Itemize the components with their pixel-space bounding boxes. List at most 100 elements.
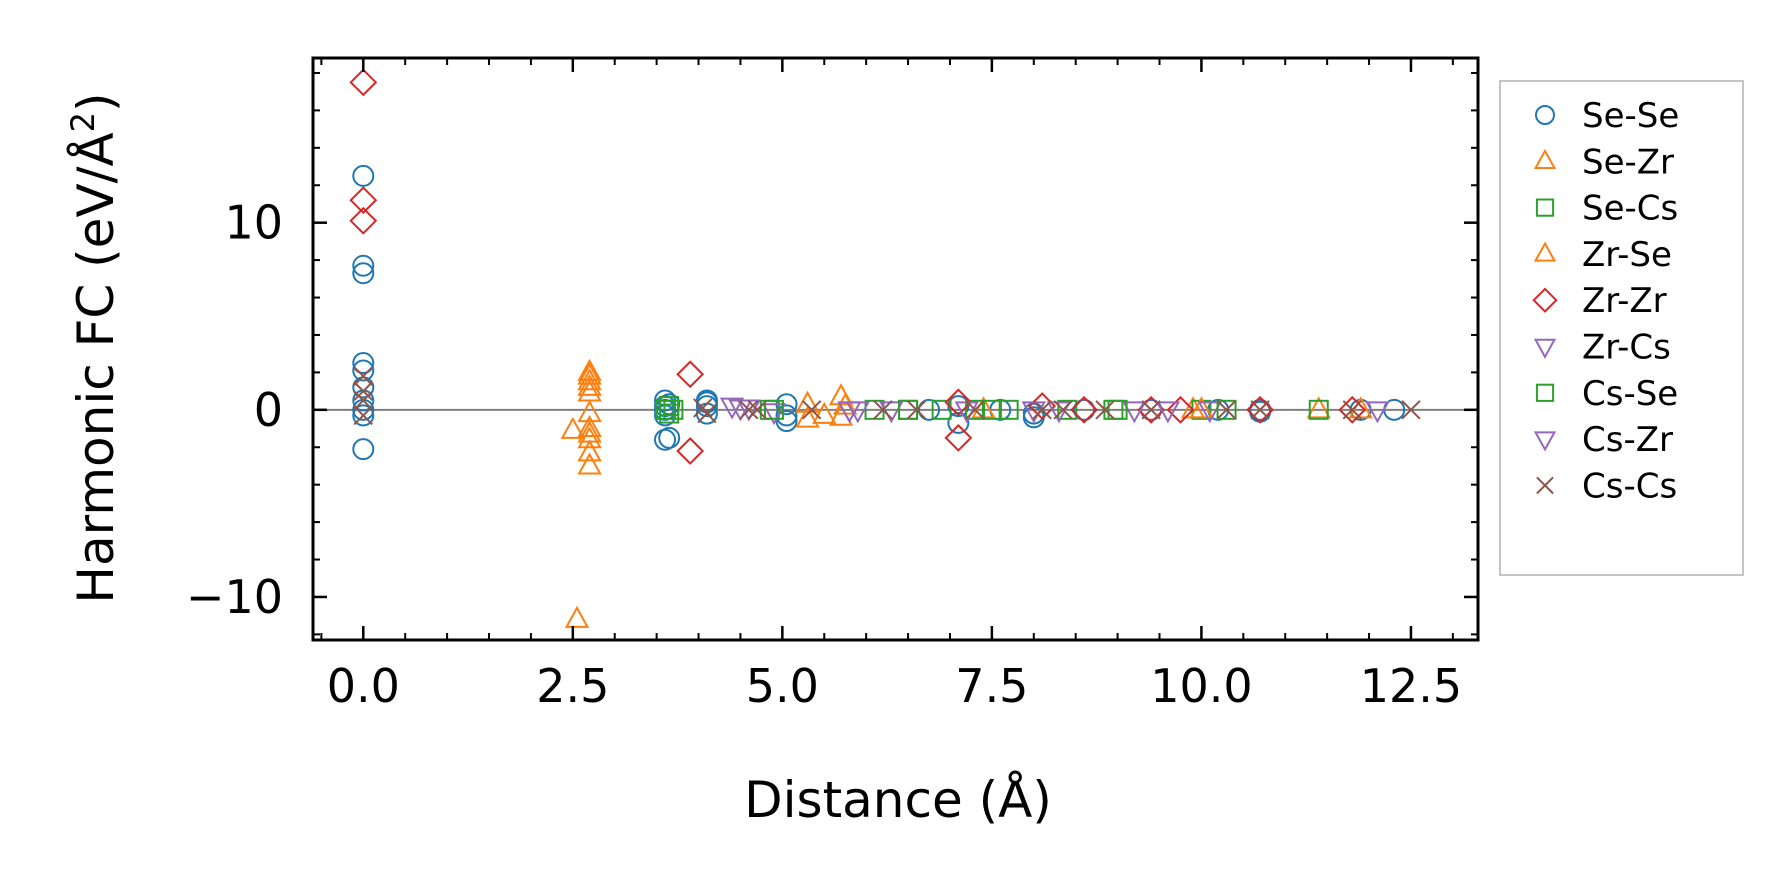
legend-marker-zr-cs: [1533, 338, 1557, 359]
legend-entry-zr-se: Zr-Se: [1533, 235, 1672, 275]
point-se-zr: [795, 405, 820, 428]
legend-label-zr-cs: Zr-Cs: [1582, 328, 1671, 368]
point-cs-cs: [1032, 400, 1052, 420]
point-cs-cs: [1250, 400, 1270, 420]
point-cs-cs: [353, 405, 373, 426]
legend-marker-se-se: [1535, 105, 1555, 125]
point-cs-zr: [1155, 401, 1181, 424]
point-cs-zr: [845, 401, 870, 424]
point-se-zr: [1306, 396, 1331, 419]
point-cs-cs: [1216, 400, 1237, 420]
legend-label-se-se: Se-Se: [1582, 96, 1679, 136]
point-se-se: [352, 262, 375, 285]
legend-marker-cs-zr: [1533, 431, 1557, 452]
point-zr-se: [560, 416, 586, 439]
point-cs-se: [763, 399, 784, 420]
legend-entry-cs-se: Cs-Se: [1535, 374, 1678, 414]
y-tick-label: 10: [224, 196, 283, 250]
point-zr-zr: [349, 68, 378, 97]
point-se-cs: [998, 399, 1019, 420]
point-cs-cs: [747, 400, 767, 420]
point-cs-cs: [1401, 400, 1421, 420]
point-se-se: [658, 426, 681, 449]
point-zr-zr: [349, 186, 378, 215]
legend-entry-se-zr: Se-Zr: [1533, 142, 1674, 182]
point-zr-cs: [1197, 401, 1222, 424]
y-tick-label: −10: [186, 570, 283, 624]
point-se-zr: [564, 605, 590, 628]
x-axis-label: Distance (Å): [744, 771, 1052, 829]
legend-entry-cs-zr: Cs-Zr: [1533, 420, 1673, 460]
point-zr-se: [812, 401, 837, 424]
point-cs-se: [1107, 399, 1128, 420]
legend-label-se-cs: Se-Cs: [1582, 189, 1678, 229]
legend-marker-cs-cs: [1536, 476, 1554, 495]
legend-entry-se-cs: Se-Cs: [1535, 189, 1678, 229]
legend-label-se-zr: Se-Zr: [1582, 142, 1674, 182]
legend-label-zr-zr: Zr-Zr: [1582, 281, 1667, 321]
point-zr-se: [1189, 396, 1214, 419]
point-se-se: [352, 254, 375, 277]
series-cs-cs: [353, 366, 1421, 426]
x-tick-label: 12.5: [1360, 659, 1462, 713]
point-zr-zr: [676, 360, 705, 389]
point-cs-cs: [873, 400, 893, 420]
y-axis-label: Harmonic FC (eV/Å2): [64, 92, 125, 603]
legend-marker-cs-se: [1535, 383, 1555, 402]
point-zr-cs: [761, 403, 787, 426]
x-tick-label: 2.5: [536, 659, 609, 713]
y-tick-label: 0: [254, 383, 283, 437]
point-zr-se: [577, 439, 602, 462]
point-zr-zr: [676, 437, 705, 465]
point-se-se: [352, 352, 375, 375]
legend-entry-se-se: Se-Se: [1535, 96, 1679, 136]
point-cs-cs: [1053, 400, 1073, 420]
point-se-se: [1022, 402, 1045, 425]
point-zr-zr: [944, 388, 973, 417]
legend-box: [1499, 80, 1744, 576]
legend-marker-zr-se: [1533, 241, 1557, 262]
point-cs-cs: [1141, 400, 1161, 420]
point-se-zr: [577, 414, 602, 438]
point-cs-se: [981, 399, 1002, 420]
point-se-se: [775, 404, 798, 427]
point-se-zr: [577, 368, 602, 391]
point-se-se: [352, 359, 375, 382]
point-cs-cs: [1342, 400, 1362, 420]
point-zr-cs: [719, 397, 745, 420]
point-cs-cs: [693, 398, 713, 418]
point-se-se: [775, 410, 798, 433]
point-zr-zr: [1070, 395, 1098, 424]
legend-entry-cs-cs: Cs-Cs: [1536, 466, 1677, 506]
legend-entries: Se-Se Se-Zr Se-Cs Zr-Se Zr-Zr Zr-Cs Cs-Se Cs-Zr…: [1532, 96, 1679, 506]
point-zr-cs: [1122, 401, 1147, 424]
x-tick-label: 0.0: [327, 659, 400, 713]
point-se-cs: [1308, 399, 1329, 420]
point-se-zr: [795, 390, 820, 413]
point-se-se: [947, 411, 970, 434]
x-tick-label: 7.5: [955, 659, 1028, 713]
point-zr-cs: [1365, 401, 1390, 424]
point-se-se: [352, 164, 375, 187]
point-cs-cs: [353, 381, 373, 401]
point-zr-zr: [944, 423, 973, 452]
point-cs-se: [655, 399, 676, 420]
legend-label-cs-se: Cs-Se: [1582, 374, 1678, 414]
point-se-zr: [577, 452, 602, 475]
legend-label-cs-zr: Cs-Zr: [1582, 420, 1673, 460]
x-tick-label: 10.0: [1150, 659, 1252, 713]
series-zr-se: [560, 362, 1214, 462]
plot-frame: [311, 56, 1480, 642]
legend-marker-se-zr: [1533, 148, 1557, 170]
point-zr-zr: [349, 206, 378, 235]
point-se-se: [352, 404, 375, 427]
point-cs-cs: [353, 390, 373, 411]
legend-label-cs-cs: Cs-Cs: [1582, 466, 1677, 506]
point-zr-se: [577, 373, 602, 396]
legend: Se-Se Se-Zr Se-Cs Zr-Se Zr-Zr Zr-Cs Cs-Se Cs-Zr…: [1499, 80, 1744, 576]
point-cs-cs: [1095, 400, 1115, 420]
point-cs-cs: [353, 366, 373, 386]
legend-marker-zr-zr: [1532, 287, 1558, 313]
